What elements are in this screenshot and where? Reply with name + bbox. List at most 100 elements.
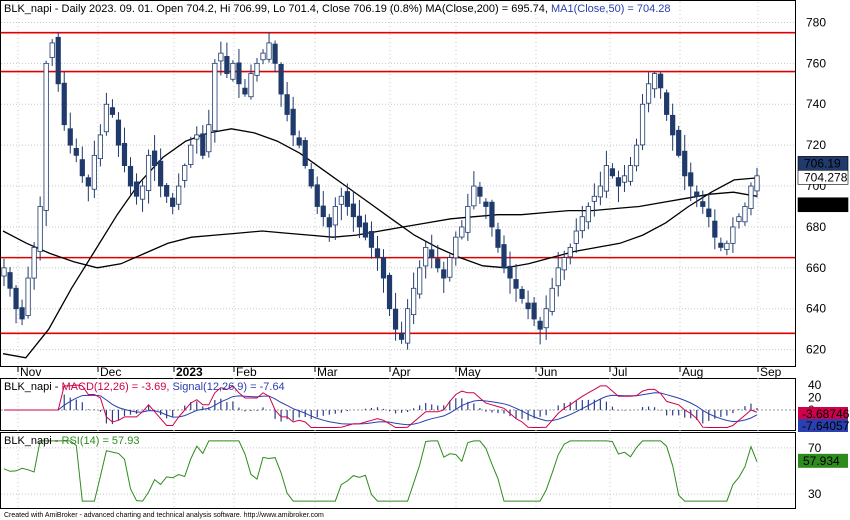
candle-body bbox=[326, 217, 332, 228]
candle-body bbox=[639, 103, 646, 146]
support-resistance-lines bbox=[1, 31, 795, 335]
candle-body bbox=[621, 175, 628, 183]
last-value-label: 704.278 bbox=[804, 170, 848, 184]
candle-body bbox=[700, 201, 706, 207]
candle-body bbox=[188, 144, 194, 165]
candle-body bbox=[332, 206, 338, 226]
last-value-label: 706.19 bbox=[804, 156, 841, 170]
macd-panel-frame bbox=[0, 378, 796, 431]
candle-body bbox=[477, 186, 483, 197]
candle-body bbox=[736, 216, 742, 222]
price-y-tick-label: 660 bbox=[806, 261, 826, 275]
x-tick-label: Jun bbox=[538, 365, 557, 379]
candle-body bbox=[31, 246, 37, 279]
candle-body bbox=[278, 63, 284, 95]
macd-header: BLK_napi - MACD(12,26) = -3.69, Signal(1… bbox=[4, 381, 285, 393]
candle-body bbox=[507, 265, 513, 279]
rsi-header: BLK_napi - RSI(14) = 57.93 bbox=[4, 435, 139, 447]
candle-body bbox=[61, 82, 67, 126]
macd-last-value-box bbox=[798, 407, 848, 420]
candle-body bbox=[43, 62, 49, 211]
candle-body bbox=[374, 248, 381, 259]
candle-body bbox=[158, 160, 164, 187]
candle-body bbox=[591, 195, 597, 202]
price-y-tick-label: 760 bbox=[806, 56, 826, 70]
candle-body bbox=[405, 308, 411, 344]
candle-body bbox=[694, 191, 700, 197]
candle-body bbox=[501, 244, 507, 269]
candle-body bbox=[73, 148, 79, 156]
x-tick-label: Jul bbox=[612, 365, 627, 379]
candle-body bbox=[139, 185, 146, 200]
candle-body bbox=[176, 185, 182, 205]
candle-body bbox=[1, 267, 7, 277]
candle-body bbox=[182, 165, 188, 181]
price-y-tick-label: 620 bbox=[806, 343, 826, 357]
x-tick-label: 2023 bbox=[176, 365, 203, 379]
candle-body bbox=[91, 154, 97, 190]
candle-body bbox=[718, 242, 724, 248]
candle-body bbox=[121, 142, 128, 166]
last-value-box bbox=[797, 197, 849, 213]
candle-body bbox=[688, 172, 694, 187]
candle-body bbox=[151, 150, 158, 166]
candle-body bbox=[356, 215, 363, 228]
candle-body bbox=[706, 208, 712, 218]
candle-body bbox=[368, 230, 375, 248]
macd-last-value-label: -3.68746 bbox=[802, 407, 850, 421]
candle-body bbox=[658, 73, 664, 89]
macd-header-symbol: BLK_napi bbox=[4, 381, 52, 393]
footer-credit: Created with AmiBroker - advanced charti… bbox=[4, 512, 324, 519]
rsi-y-tick-label: 70 bbox=[808, 441, 822, 455]
candle-body bbox=[200, 133, 206, 156]
candle-body bbox=[127, 165, 134, 187]
candle-body bbox=[266, 42, 272, 60]
candle-body bbox=[392, 308, 399, 330]
candle-body bbox=[579, 216, 585, 232]
candle-body bbox=[19, 307, 25, 320]
candle-body bbox=[97, 134, 103, 160]
candle-body bbox=[85, 177, 91, 187]
candle-body bbox=[670, 114, 676, 136]
candle-body bbox=[742, 206, 748, 223]
candle-body bbox=[79, 159, 85, 177]
candle-body bbox=[254, 62, 260, 76]
candle-body bbox=[133, 181, 140, 197]
candle-body bbox=[495, 229, 501, 248]
candle-body bbox=[435, 258, 441, 269]
rsi-line bbox=[3, 440, 758, 502]
candle-body bbox=[627, 165, 634, 182]
candle-body bbox=[730, 226, 736, 244]
x-tick-label: Nov bbox=[20, 365, 41, 379]
candle-body bbox=[754, 175, 760, 192]
candle-body bbox=[603, 165, 610, 192]
candle-body bbox=[519, 288, 525, 299]
x-tick-label: Sep bbox=[760, 365, 782, 379]
candle-body bbox=[489, 201, 495, 228]
macd-last-value-box bbox=[798, 419, 848, 432]
candle-body bbox=[67, 128, 73, 146]
moving-averages bbox=[2, 128, 758, 359]
price-header-symbol: BLK_napi bbox=[4, 3, 52, 15]
candle-body bbox=[615, 177, 622, 187]
candle-body bbox=[465, 206, 471, 233]
candle-body bbox=[145, 154, 152, 191]
candle-body bbox=[645, 83, 652, 104]
macd-header-dash: - bbox=[52, 381, 62, 393]
last-value-box bbox=[797, 169, 849, 185]
candle-body bbox=[260, 52, 266, 61]
candle-body bbox=[109, 107, 116, 115]
candle-body bbox=[471, 185, 477, 207]
candle-body bbox=[651, 73, 658, 90]
candle-body bbox=[206, 124, 212, 153]
candle-body bbox=[561, 257, 567, 271]
candle-body bbox=[573, 230, 579, 244]
macd-y-tick-label: 40 bbox=[808, 378, 822, 392]
candle-body bbox=[453, 236, 459, 259]
candle-body bbox=[423, 246, 429, 267]
candle-body bbox=[236, 62, 242, 85]
candle-body bbox=[350, 203, 356, 218]
candle-body bbox=[676, 129, 682, 156]
candle-body bbox=[224, 56, 230, 74]
candle-body bbox=[170, 197, 176, 207]
